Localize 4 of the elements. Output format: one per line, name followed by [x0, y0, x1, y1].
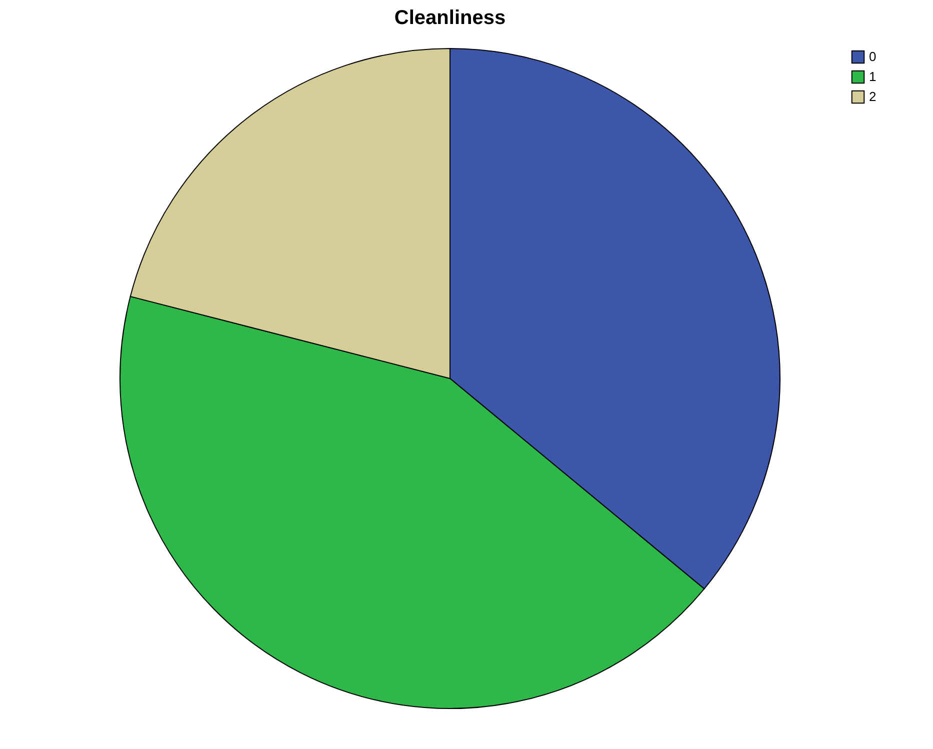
- legend-label: 2: [869, 89, 876, 104]
- legend-label: 0: [869, 49, 876, 64]
- legend-label: 1: [869, 69, 876, 84]
- chart-title: Cleanliness: [394, 7, 506, 29]
